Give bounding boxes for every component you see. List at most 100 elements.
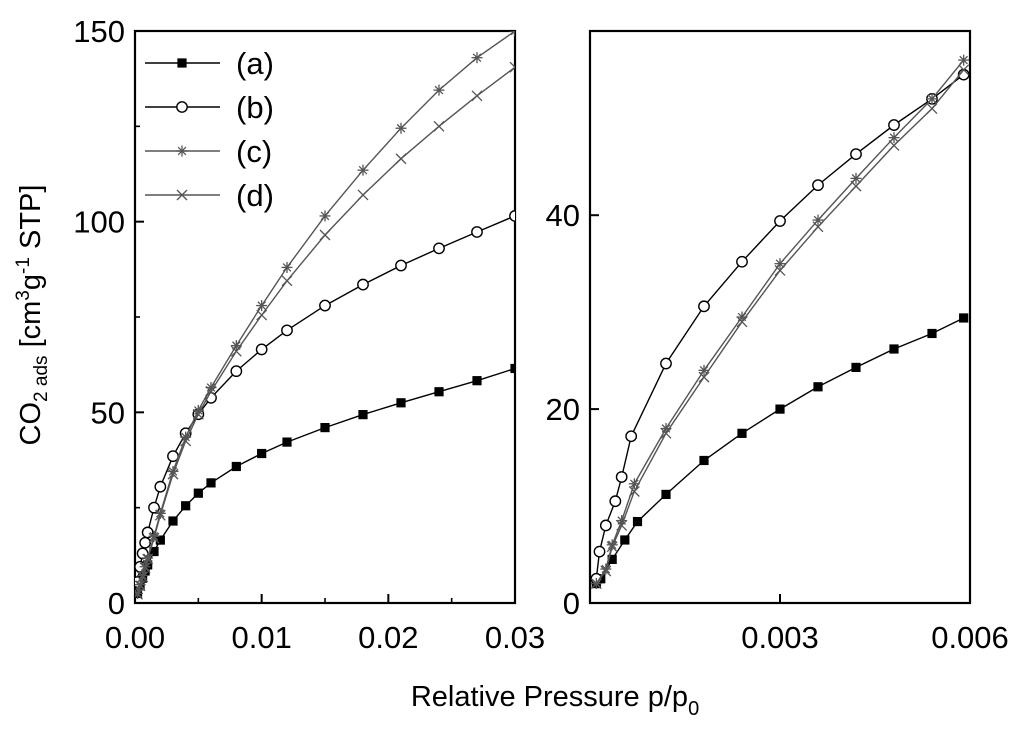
left-series-b-point bbox=[357, 278, 369, 291]
right-series-b-point bbox=[599, 519, 612, 532]
right-series-c-line bbox=[595, 59, 965, 584]
left-x-tick-label: 0.01 bbox=[231, 620, 291, 655]
left-x-tick-label: 0.00 bbox=[105, 620, 165, 655]
right-series-d-point bbox=[616, 519, 628, 531]
legend-entry: (b) bbox=[145, 90, 274, 125]
right-series-b-point bbox=[625, 430, 638, 443]
left-series-a-point bbox=[320, 422, 330, 433]
left-series-d-point bbox=[433, 120, 445, 132]
left-series-d-point bbox=[192, 408, 204, 420]
left-series-c-point bbox=[192, 404, 204, 416]
right-series-a-point bbox=[699, 455, 709, 466]
left-series-a-point bbox=[149, 546, 159, 557]
left-series-a-point bbox=[396, 398, 406, 408]
left-series-a-point bbox=[193, 488, 203, 498]
right-series-c bbox=[590, 54, 970, 590]
left-series-d-point bbox=[395, 153, 407, 165]
legend-label: (d) bbox=[236, 178, 274, 213]
left-series-d-point bbox=[167, 468, 179, 480]
right-plot-frame bbox=[588, 29, 972, 605]
left-series-a-point bbox=[231, 461, 241, 472]
left-panel: 0.00 0.01 0.02 0.03 0 50 100 150 bbox=[73, 14, 545, 655]
left-series-c-point bbox=[319, 210, 331, 222]
left-series-b-point bbox=[433, 242, 445, 255]
left-series-b bbox=[135, 210, 515, 588]
left-series-b-point bbox=[319, 299, 331, 312]
left-series-a-point bbox=[168, 516, 178, 526]
left-series-b-line bbox=[136, 215, 515, 583]
left-series-d bbox=[135, 61, 515, 600]
right-x-tick-label: 0.006 bbox=[931, 620, 1009, 655]
right-series-d-point bbox=[926, 103, 938, 115]
left-plot-frame bbox=[133, 29, 517, 605]
right-series-d-point bbox=[812, 221, 824, 233]
right-series-b-point bbox=[850, 148, 862, 161]
right-series-a-point bbox=[620, 535, 630, 545]
legend-entry: (a) bbox=[145, 46, 274, 81]
left-series-a-point bbox=[206, 478, 216, 488]
right-series-a-point bbox=[851, 362, 861, 373]
right-series-b-point bbox=[593, 545, 606, 558]
right-y-tick-label: 40 bbox=[546, 198, 580, 233]
right-series-d-point bbox=[958, 64, 970, 76]
left-series-d-point bbox=[148, 532, 160, 544]
left-series-d-point bbox=[135, 588, 143, 600]
left-series-a-point bbox=[434, 387, 444, 397]
left-series-a-point bbox=[472, 376, 482, 386]
left-series-c bbox=[135, 31, 515, 599]
right-series-d-line bbox=[595, 69, 965, 585]
right-x-tick-label: 0.003 bbox=[741, 620, 819, 655]
right-series-d-point bbox=[628, 486, 640, 497]
left-series-d-point bbox=[137, 571, 149, 583]
x-axis-title: Relative Pressure p/p0 bbox=[411, 681, 699, 720]
right-series-d-point bbox=[888, 139, 900, 151]
legend-marker bbox=[177, 58, 187, 68]
left-series-c-point bbox=[256, 300, 268, 312]
legend-marker bbox=[176, 101, 188, 113]
left-series-a-point bbox=[358, 410, 368, 420]
left-series-b-point bbox=[230, 365, 243, 378]
left-series-c-point bbox=[433, 84, 445, 96]
right-series-d-point bbox=[660, 427, 672, 439]
left-series-b-point bbox=[509, 210, 515, 222]
right-series-b-point bbox=[812, 179, 824, 192]
left-series-a-point bbox=[181, 501, 191, 511]
left-series-b-point bbox=[471, 226, 483, 238]
left-series-c-point bbox=[357, 164, 369, 176]
legend: (a) (b) (c) (d) bbox=[145, 46, 274, 213]
right-series-c-point bbox=[958, 54, 970, 66]
left-series-b-point bbox=[281, 324, 293, 337]
left-series-c-point bbox=[395, 122, 407, 134]
right-series-a-point bbox=[813, 382, 823, 392]
right-series-a-point bbox=[959, 313, 969, 323]
y-axis-co: CO bbox=[15, 402, 47, 446]
right-series-b-line bbox=[595, 74, 965, 579]
x-axis-sub: 0 bbox=[688, 698, 699, 720]
left-series-d-point bbox=[357, 189, 369, 201]
left-series-d-point bbox=[205, 385, 217, 397]
right-series-d-point bbox=[850, 180, 862, 192]
left-series-a-point bbox=[155, 535, 165, 545]
left-series-d-point bbox=[319, 229, 331, 241]
left-series-c-point bbox=[281, 261, 293, 273]
y-axis-co-sub: 2 ads bbox=[31, 355, 52, 401]
left-series-a-line bbox=[136, 367, 515, 594]
left-series-d-point bbox=[230, 345, 242, 357]
right-series-c-point bbox=[888, 132, 900, 144]
right-series-d-point bbox=[590, 578, 602, 590]
right-series-a-point bbox=[927, 328, 937, 339]
right-series-d-point bbox=[698, 371, 710, 383]
legend-label: (b) bbox=[236, 90, 274, 125]
left-y-tick-label: 50 bbox=[91, 395, 125, 430]
right-panel: 0.003 0.006 0 20 40 bbox=[546, 29, 1009, 655]
left-series-c-point bbox=[509, 31, 515, 37]
left-series-d-point bbox=[180, 435, 192, 447]
right-series-a bbox=[591, 313, 969, 589]
left-x-tick-label: 0.03 bbox=[485, 620, 545, 655]
right-series-b-point bbox=[774, 215, 786, 227]
legend-marker bbox=[176, 145, 188, 157]
right-series-c-point bbox=[850, 172, 862, 184]
right-series-a-point bbox=[737, 428, 747, 438]
left-series-d-point bbox=[471, 90, 483, 102]
right-series-b-point bbox=[615, 471, 628, 483]
